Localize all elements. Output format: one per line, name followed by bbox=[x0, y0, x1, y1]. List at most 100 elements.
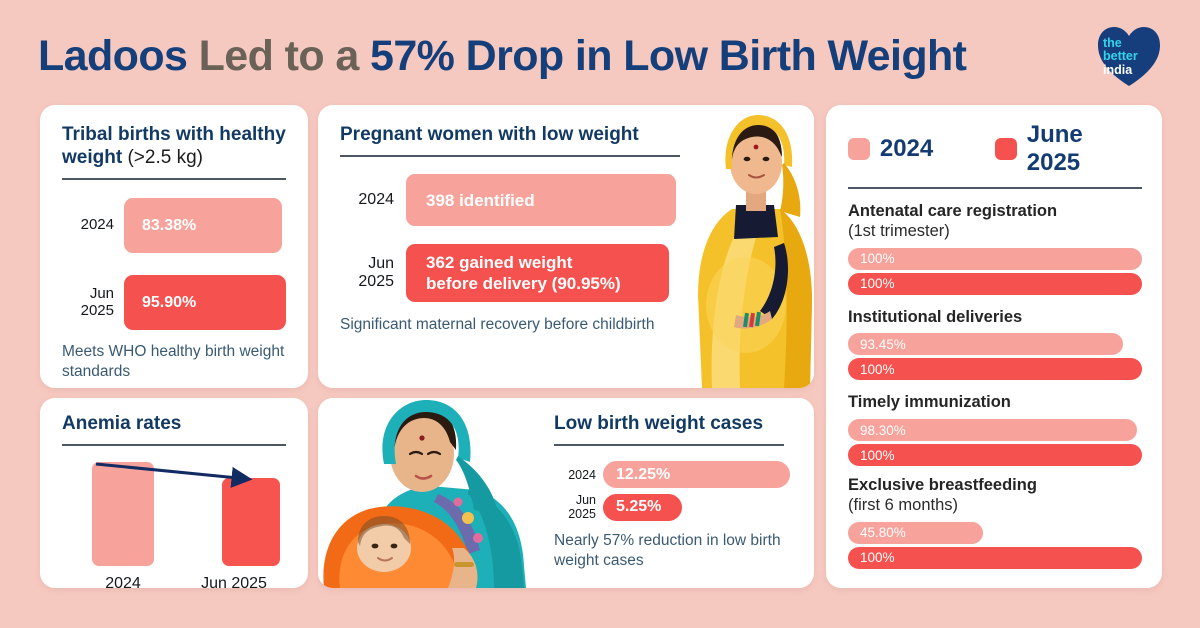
title-part-drop: 57% Drop in Low Birth Weight bbox=[370, 31, 967, 80]
lbw-value-2024: 12.25% bbox=[616, 465, 671, 483]
lbw-bar-2025: 5.25% bbox=[603, 493, 682, 521]
title-part-ladoos: Ladoos bbox=[38, 31, 199, 80]
page-title: Ladoos Led to a 57% Drop in Low Birth We… bbox=[38, 31, 967, 80]
legend-label-2025: June 2025 bbox=[1026, 121, 1083, 176]
anemia-chart bbox=[62, 462, 286, 567]
metric-institutional-deliveries: Institutional deliveries 93.45% 100% bbox=[848, 308, 1142, 381]
lbw-label-2025-line1: Jun bbox=[575, 493, 596, 508]
card-pregnant-divider bbox=[340, 155, 680, 158]
tribal-row-2025: Jun 2025 95.90% bbox=[62, 275, 286, 331]
metric-breastfeeding-value-2025: 100% bbox=[860, 550, 895, 566]
metric-antenatal-bar-2024: 100% bbox=[848, 247, 1142, 270]
metric-timely-immunization: Timely immunization 98.30% 100% bbox=[848, 393, 1142, 467]
card-lbw-title: Low birth weight cases bbox=[554, 413, 764, 434]
tribal-label-2024: 2024 bbox=[80, 216, 114, 234]
card-health-indicators: 2024 June 2025 Antenatal care registrati… bbox=[826, 105, 1162, 588]
metric-immunization-value-2024: 98.30% bbox=[860, 422, 906, 438]
anemia-label-2025: Jun 2025 bbox=[201, 575, 267, 588]
card-tribal-divider bbox=[62, 178, 286, 181]
card-low-birth-weight: Low birth weight cases 2024 12.25% Jun 2… bbox=[318, 398, 814, 588]
pregnant-row-2025: Jun 2025 362 gained weight before delive… bbox=[340, 244, 676, 303]
pregnant-label-2025: Jun 2025 bbox=[340, 255, 394, 291]
legend-swatch-2025 bbox=[994, 138, 1017, 160]
metric-breastfeeding-bar-2024: 45.80% bbox=[848, 521, 983, 544]
metric-immunization-name: Timely immunization bbox=[848, 393, 1011, 412]
pregnant-value-2025-line1: 362 gained weight bbox=[426, 252, 573, 272]
metric-breastfeeding-value-2024: 45.80% bbox=[860, 525, 906, 541]
metric-antenatal-care-sub: (1st trimester) bbox=[848, 221, 950, 240]
title-part-led: Led to a bbox=[198, 31, 371, 80]
metric-antenatal-value-2025: 100% bbox=[860, 276, 895, 292]
card-pregnant-title: Pregnant women with low weight bbox=[340, 124, 639, 145]
metric-immunization-bar-2025: 100% bbox=[848, 444, 1142, 467]
metric-immunization-value-2025: 100% bbox=[860, 447, 895, 463]
metric-institutional-name: Institutional deliveries bbox=[848, 307, 1023, 326]
metric-antenatal-bar-2025: 100% bbox=[848, 272, 1142, 295]
metric-antenatal-care: Antenatal care registration (1st trimest… bbox=[848, 202, 1142, 295]
logo-line-1: the bbox=[1103, 36, 1122, 50]
tribal-row-2024: 2024 83.38% bbox=[62, 198, 286, 254]
metric-exclusive-breastfeeding: Exclusive breastfeeding (first 6 months)… bbox=[848, 476, 1142, 569]
metric-immunization-label: Timely immunization bbox=[848, 393, 1142, 413]
heart-logo-icon bbox=[1098, 27, 1160, 86]
tribal-value-2024: 83.38% bbox=[142, 216, 197, 234]
metric-antenatal-care-label: Antenatal care registration (1st trimest… bbox=[848, 202, 1142, 242]
legend: 2024 June 2025 bbox=[848, 121, 1142, 177]
card-anemia-title: Anemia rates bbox=[62, 413, 182, 434]
photo-pregnant-woman bbox=[688, 105, 814, 388]
metric-institutional-bar-2025: 100% bbox=[848, 358, 1142, 381]
tribal-label-2025-line1: Jun bbox=[89, 285, 114, 303]
card-pregnant-women: Pregnant women with low weight 2024 398 … bbox=[318, 105, 814, 388]
metric-antenatal-care-name: Antenatal care registration bbox=[848, 202, 1058, 220]
tribal-label-2025: Jun 2025 bbox=[62, 285, 114, 320]
card-anemia-rates: Anemia rates 2024 Jun 2025 bbox=[40, 398, 308, 588]
metric-antenatal-value-2024: 100% bbox=[860, 251, 895, 267]
card-tribal-title-light: (>2.5 kg) bbox=[127, 147, 203, 169]
metric-breastfeeding-bar-2025: 100% bbox=[848, 546, 1142, 569]
legend-label-2024: 2024 bbox=[879, 135, 934, 162]
anemia-axis-labels: 2024 Jun 2025 bbox=[62, 575, 286, 588]
lbw-label-2024: 2024 bbox=[568, 467, 596, 482]
lbw-bar-2024: 12.25% bbox=[603, 461, 790, 489]
lbw-label-2025-line2: 2025 bbox=[568, 507, 596, 522]
legend-swatch-2024 bbox=[848, 138, 870, 160]
lbw-row-2025: Jun 2025 5.25% bbox=[554, 493, 802, 521]
logo-line-2: better bbox=[1103, 49, 1138, 64]
tribal-value-2025: 95.90% bbox=[142, 293, 197, 311]
the-better-india-logo[interactable]: the better india bbox=[1096, 25, 1162, 87]
pregnant-row-2024: 2024 398 identified bbox=[340, 174, 676, 227]
pregnant-label-2025-line1: Jun bbox=[368, 255, 394, 273]
card-tribal-births: Tribal births with healthy weight (>2.5 … bbox=[40, 105, 308, 388]
tribal-label-2025-line2: 2025 bbox=[80, 301, 114, 319]
card-lbw-divider bbox=[554, 444, 784, 447]
header: Ladoos Led to a 57% Drop in Low Birth We… bbox=[0, 22, 1200, 90]
tribal-bar-2024: 83.38% bbox=[124, 198, 282, 254]
metric-institutional-bar-2024: 93.45% bbox=[848, 333, 1123, 356]
pregnant-bar-2024: 398 identified bbox=[406, 174, 676, 227]
metric-breastfeeding-label: Exclusive breastfeeding (first 6 months) bbox=[848, 476, 1142, 516]
pregnant-value-2024: 398 identified bbox=[426, 190, 535, 210]
metric-breastfeeding-name: Exclusive breastfeeding bbox=[848, 476, 1037, 495]
lbw-value-2025: 5.25% bbox=[616, 498, 662, 516]
metric-institutional-value-2024: 93.45% bbox=[860, 336, 906, 352]
pregnant-footnote: Significant maternal recovery before chi… bbox=[340, 316, 655, 334]
metric-breastfeeding-sub: (first 6 months) bbox=[848, 495, 959, 514]
tribal-footnote: Meets WHO healthy birth weight standards bbox=[62, 343, 285, 381]
metric-institutional-value-2025: 100% bbox=[860, 361, 895, 377]
lbw-footnote: Nearly 57% reduction in low birth weight… bbox=[554, 532, 781, 570]
anemia-label-2024: 2024 bbox=[105, 575, 141, 588]
pregnant-bar-2025: 362 gained weight before delivery (90.95… bbox=[406, 244, 669, 303]
anemia-bar-2025 bbox=[222, 477, 280, 567]
pregnant-label-2025-line2: 2025 bbox=[358, 273, 394, 291]
photo-mother-and-baby bbox=[318, 398, 552, 588]
lbw-label-2025: Jun 2025 bbox=[554, 493, 596, 521]
card-tribal-title: Tribal births with healthy weight (>2.5 … bbox=[62, 123, 286, 169]
anemia-bar-2024 bbox=[92, 462, 154, 567]
declining-trend-arrow-icon bbox=[95, 462, 253, 489]
tribal-bar-2025: 95.90% bbox=[124, 275, 286, 331]
lbw-row-2024: 2024 12.25% bbox=[554, 461, 802, 489]
pregnant-value-2025-line2: before delivery (90.95%) bbox=[426, 274, 621, 294]
metric-immunization-bar-2024: 98.30% bbox=[848, 419, 1137, 442]
logo-line-3: india bbox=[1103, 62, 1133, 77]
